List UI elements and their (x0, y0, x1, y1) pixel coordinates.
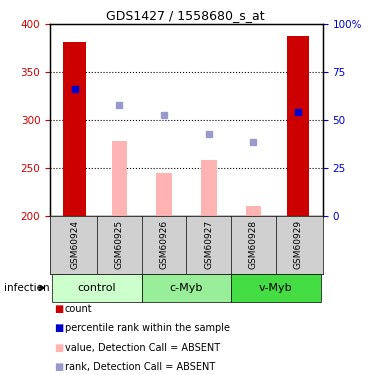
Text: ■: ■ (54, 343, 63, 352)
Bar (287, 36, 309, 216)
Text: value, Detection Call = ABSENT: value, Detection Call = ABSENT (65, 343, 220, 352)
Bar (231, 274, 321, 302)
Text: GSM60929: GSM60929 (294, 220, 303, 269)
Text: rank, Detection Call = ABSENT: rank, Detection Call = ABSENT (65, 362, 215, 372)
Text: ■: ■ (54, 304, 63, 313)
Text: ■: ■ (54, 323, 63, 333)
Text: count: count (65, 304, 92, 313)
Text: GSM60925: GSM60925 (115, 220, 124, 269)
Bar (201, 160, 217, 216)
Text: control: control (78, 283, 116, 293)
Bar (112, 141, 127, 216)
Bar (142, 274, 231, 302)
Text: ■: ■ (54, 362, 63, 372)
Bar (156, 172, 172, 216)
Bar (52, 274, 142, 302)
Text: v-Myb: v-Myb (259, 283, 293, 293)
Text: c-Myb: c-Myb (170, 283, 203, 293)
Text: GSM60926: GSM60926 (160, 220, 168, 269)
Text: percentile rank within the sample: percentile rank within the sample (65, 323, 230, 333)
Text: GDS1427 / 1558680_s_at: GDS1427 / 1558680_s_at (106, 9, 265, 22)
Bar (246, 206, 261, 216)
Text: infection: infection (4, 283, 49, 293)
Text: GSM60927: GSM60927 (204, 220, 213, 269)
Bar (63, 42, 86, 216)
Text: GSM60928: GSM60928 (249, 220, 258, 269)
Text: GSM60924: GSM60924 (70, 220, 79, 269)
